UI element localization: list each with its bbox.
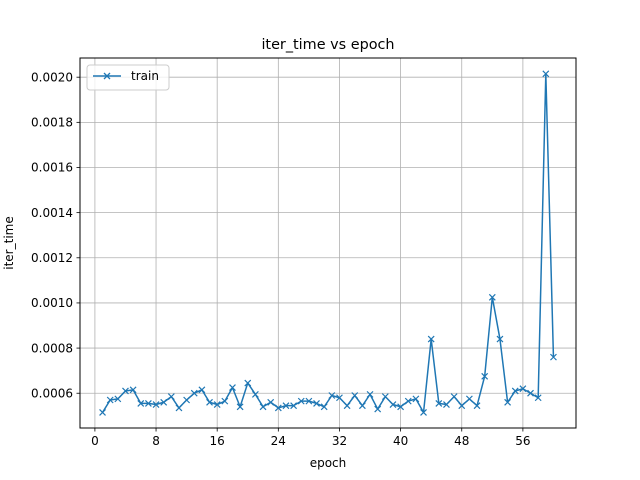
data-point-marker [443, 401, 450, 408]
y-tick-label: 0.0014 [31, 206, 73, 220]
x-tick-label: 0 [91, 434, 99, 448]
data-point-marker [511, 387, 519, 395]
data-point-marker [282, 402, 290, 410]
data-point-marker [458, 402, 466, 410]
data-point-marker [122, 387, 129, 395]
data-point-marker [381, 393, 389, 401]
data-point-marker [435, 399, 443, 407]
data-point-marker [366, 390, 374, 398]
data-point-marker [374, 405, 382, 413]
data-point-marker [229, 384, 236, 392]
x-tick-label: 8 [152, 434, 160, 448]
data-point-marker [320, 403, 328, 411]
x-tick-label: 48 [454, 434, 469, 448]
data-point-marker [221, 397, 229, 405]
data-point-marker [542, 70, 550, 78]
y-tick-label: 0.0010 [31, 296, 73, 310]
data-point-marker [450, 393, 458, 401]
data-point-marker [236, 403, 244, 411]
data-point-marker [389, 401, 397, 408]
legend-marker-x [103, 72, 111, 80]
data-point-marker [160, 398, 168, 406]
data-point-marker [351, 392, 359, 399]
data-point-marker [404, 397, 412, 405]
data-point-marker [183, 396, 191, 404]
x-tick-label: 40 [393, 434, 408, 448]
data-point-marker [397, 403, 405, 411]
data-point-marker [313, 399, 320, 407]
data-point-marker [213, 401, 221, 408]
chart-title: iter_time vs epoch [261, 37, 394, 53]
data-point-marker [420, 408, 427, 416]
y-tick-label: 0.0006 [31, 386, 73, 400]
data-point-marker [343, 402, 351, 410]
x-tick-label: 32 [332, 434, 347, 448]
data-point-marker [206, 398, 213, 406]
data-point-marker [152, 401, 160, 408]
x-tick-label: 24 [271, 434, 286, 448]
x-axis-ticks: 0 8 16 24 32 40 48 56 [91, 428, 531, 448]
data-point-marker [412, 395, 420, 403]
data-point-marker [198, 386, 206, 394]
data-point-marker [473, 402, 481, 410]
data-point-marker [336, 394, 343, 402]
data-point-marker [504, 398, 512, 406]
data-point-marker [481, 372, 489, 380]
data-point-marker [427, 335, 435, 343]
y-tick-label: 0.0012 [31, 251, 73, 265]
data-point-marker [519, 385, 527, 393]
legend-entry-label: train [131, 69, 159, 83]
data-point-marker [274, 404, 282, 412]
y-tick-label: 0.0020 [31, 70, 73, 84]
data-point-marker [175, 404, 183, 412]
data-point-marker [496, 335, 504, 343]
data-point-marker [290, 402, 298, 410]
y-tick-label: 0.0008 [31, 341, 73, 355]
data-point-marker [328, 392, 336, 399]
data-point-marker [106, 396, 114, 404]
data-point-marker [305, 397, 313, 405]
data-point-marker [297, 397, 305, 405]
data-point-marker [144, 399, 152, 407]
y-tick-label: 0.0018 [31, 116, 73, 130]
data-point-marker [259, 403, 267, 411]
data-point-marker [129, 386, 137, 394]
x-tick-label: 16 [210, 434, 225, 448]
data-point-marker [137, 399, 145, 407]
data-point-marker [244, 379, 252, 387]
data-point-marker [465, 395, 473, 403]
data-point-marker [267, 398, 275, 406]
data-point-marker [190, 389, 198, 397]
data-point-marker [167, 393, 175, 401]
data-point-marker [114, 395, 122, 403]
data-point-marker [99, 408, 106, 416]
data-point-marker [527, 389, 534, 397]
legend: train [86, 64, 170, 91]
data-point-marker [550, 353, 557, 361]
y-axis-ticks: 0.0006 0.0008 0.0010 0.0012 0.0014 0.0016 0.00… [31, 70, 80, 400]
data-point-marker [534, 394, 542, 402]
y-axis-label: iter_time [2, 216, 16, 269]
legend-box [86, 64, 170, 91]
data-point-marker [488, 293, 496, 301]
data-point-marker [358, 402, 366, 410]
series-markers [99, 70, 557, 416]
x-tick-label: 56 [515, 434, 530, 448]
data-point-marker [251, 390, 259, 398]
plot-area-frame [79, 57, 577, 429]
y-tick-label: 0.0016 [31, 161, 73, 175]
x-axis-label: epoch [310, 456, 347, 470]
